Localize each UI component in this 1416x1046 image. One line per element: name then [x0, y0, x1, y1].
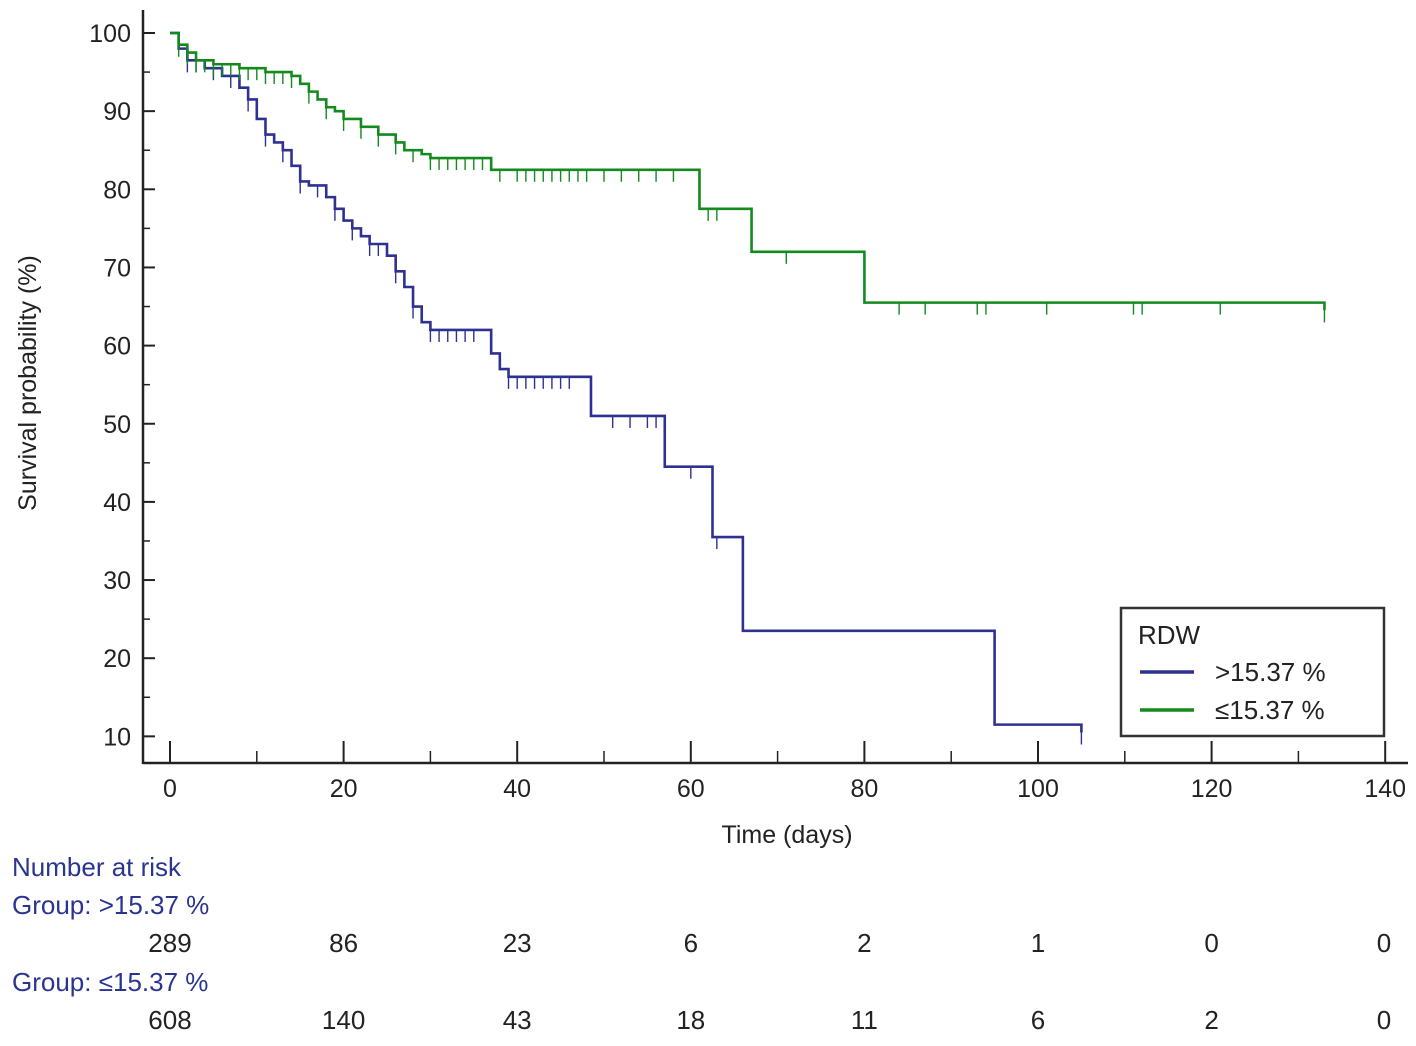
- y-axis-title: Survival probability (%): [14, 255, 42, 511]
- x-tick-label: 120: [1191, 775, 1233, 803]
- risk-count: 86: [329, 928, 359, 958]
- x-tick-label: 80: [850, 775, 878, 803]
- x-tick-label: 40: [503, 775, 531, 803]
- y-tick-label: 80: [103, 176, 131, 204]
- series-2: [170, 31, 1326, 323]
- series-1: [170, 31, 1083, 745]
- risk-count: 289: [148, 928, 192, 958]
- survival-curve-2: [170, 31, 1326, 311]
- risk-group-1-label: Group: >15.37 %: [12, 890, 210, 920]
- risk-count: 608: [148, 1005, 192, 1035]
- legend-label-2: ≤15.37 %: [1215, 695, 1325, 725]
- y-tick-label: 60: [103, 333, 131, 361]
- risk-count: 6: [683, 928, 699, 958]
- risk-count: 1: [1030, 928, 1046, 958]
- risk-count: 0: [1376, 928, 1392, 958]
- axes: 10 20 30 40 50 60 70 80 90 100 0 20 40 60 80 100 120 140 T…: [14, 10, 1408, 849]
- x-tick-label: 140: [1364, 775, 1406, 803]
- y-tick-label: 50: [103, 411, 131, 439]
- risk-count: 0: [1204, 928, 1219, 958]
- risk-count: 140: [321, 1005, 366, 1035]
- risk-count: 11: [850, 1005, 878, 1035]
- risk-count: 23: [502, 928, 532, 958]
- x-tick-label: 100: [1017, 775, 1059, 803]
- risk-count: 0: [1376, 1005, 1392, 1035]
- y-tick-label: 40: [103, 489, 131, 517]
- survival-curve-1: [170, 31, 1083, 733]
- y-tick-label: 10: [103, 723, 131, 751]
- y-tick-label: 70: [103, 254, 131, 282]
- x-tick-label: 20: [330, 775, 358, 803]
- y-tick-label: 90: [103, 98, 131, 126]
- risk-group-2-label: Group: ≤15.37 %: [12, 967, 209, 997]
- y-tick-label: 20: [103, 645, 131, 673]
- x-axis-title: Time (days): [721, 821, 852, 849]
- series-layer: [170, 31, 1326, 745]
- risk-count: 6: [1030, 1005, 1046, 1035]
- x-tick-label: 0: [163, 775, 177, 803]
- risk-count: 2: [857, 928, 872, 958]
- legend: RDW >15.37 % ≤15.37 %: [1119, 606, 1386, 738]
- risk-count: 18: [676, 1005, 706, 1035]
- y-tick-label: 30: [103, 567, 131, 595]
- legend-label-1: >15.37 %: [1215, 657, 1326, 687]
- risk-table-title: Number at risk: [12, 852, 182, 882]
- risk-count: 2: [1204, 1005, 1219, 1035]
- x-tick-label: 60: [677, 775, 705, 803]
- risk-count: 43: [502, 1005, 532, 1035]
- y-tick-label: 100: [89, 20, 131, 48]
- legend-title: RDW: [1138, 620, 1201, 650]
